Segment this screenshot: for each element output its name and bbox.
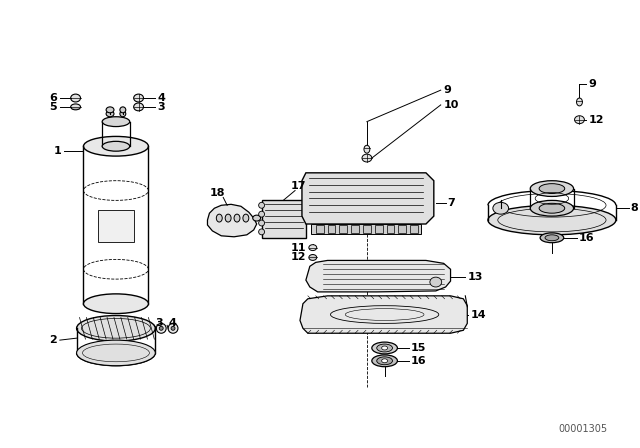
Text: 12: 12 <box>588 115 604 125</box>
Ellipse shape <box>381 359 388 363</box>
Bar <box>311 224 421 234</box>
Ellipse shape <box>106 107 114 113</box>
Ellipse shape <box>102 117 130 127</box>
Text: 7: 7 <box>447 198 455 208</box>
Bar <box>410 225 418 233</box>
Ellipse shape <box>259 211 264 217</box>
Text: 18: 18 <box>209 188 225 198</box>
Bar <box>351 225 359 233</box>
Text: 9: 9 <box>444 85 452 95</box>
Ellipse shape <box>362 154 372 162</box>
Polygon shape <box>300 296 467 333</box>
Ellipse shape <box>243 214 249 222</box>
Bar <box>363 225 371 233</box>
Ellipse shape <box>253 215 260 221</box>
Text: 2: 2 <box>49 335 57 345</box>
Text: 11: 11 <box>291 243 306 253</box>
Ellipse shape <box>377 357 392 365</box>
Bar <box>387 225 394 233</box>
Text: 8: 8 <box>630 203 638 213</box>
Polygon shape <box>207 204 257 237</box>
Ellipse shape <box>106 111 114 117</box>
Ellipse shape <box>531 181 573 196</box>
Text: 12: 12 <box>291 253 306 263</box>
Text: 17: 17 <box>291 181 306 190</box>
Ellipse shape <box>575 116 584 124</box>
Bar <box>328 225 335 233</box>
Bar <box>375 225 383 233</box>
Ellipse shape <box>216 214 222 222</box>
Ellipse shape <box>539 203 564 213</box>
Ellipse shape <box>372 355 397 367</box>
Text: 14: 14 <box>470 310 486 319</box>
Ellipse shape <box>545 235 559 241</box>
Ellipse shape <box>372 342 397 354</box>
Text: 3: 3 <box>157 102 165 112</box>
Ellipse shape <box>77 315 156 341</box>
Ellipse shape <box>577 98 582 106</box>
Ellipse shape <box>364 145 370 153</box>
Ellipse shape <box>120 111 126 117</box>
Ellipse shape <box>120 107 126 113</box>
Ellipse shape <box>171 326 175 330</box>
Text: 1: 1 <box>54 146 62 156</box>
Text: 15: 15 <box>411 343 427 353</box>
Text: 6: 6 <box>49 93 57 103</box>
Ellipse shape <box>134 94 143 102</box>
Ellipse shape <box>493 202 509 214</box>
Ellipse shape <box>259 220 264 226</box>
Ellipse shape <box>225 214 231 222</box>
Text: 4: 4 <box>157 93 165 103</box>
Ellipse shape <box>234 214 240 222</box>
Ellipse shape <box>539 184 564 194</box>
Ellipse shape <box>377 344 392 352</box>
Ellipse shape <box>309 254 317 260</box>
Ellipse shape <box>168 323 178 333</box>
Text: 10: 10 <box>444 100 459 110</box>
Polygon shape <box>306 260 451 292</box>
Text: 16: 16 <box>579 233 594 243</box>
Text: 5: 5 <box>49 102 57 112</box>
Ellipse shape <box>77 340 156 366</box>
Ellipse shape <box>381 346 388 350</box>
Ellipse shape <box>309 245 317 250</box>
Polygon shape <box>302 173 434 224</box>
Ellipse shape <box>488 205 616 235</box>
Text: 4: 4 <box>168 319 176 328</box>
Ellipse shape <box>83 294 148 314</box>
Polygon shape <box>262 200 306 238</box>
Text: 00001305: 00001305 <box>559 424 608 434</box>
Bar <box>398 225 406 233</box>
Text: 13: 13 <box>467 272 483 282</box>
Ellipse shape <box>70 94 81 102</box>
Ellipse shape <box>70 104 81 110</box>
Ellipse shape <box>83 136 148 156</box>
Text: 9: 9 <box>588 79 596 89</box>
Bar <box>98 210 134 242</box>
Ellipse shape <box>159 326 163 330</box>
Ellipse shape <box>531 200 573 216</box>
Ellipse shape <box>540 233 564 243</box>
Text: 16: 16 <box>411 356 427 366</box>
Ellipse shape <box>259 229 264 235</box>
Text: 3: 3 <box>156 319 163 328</box>
Bar <box>316 225 324 233</box>
Ellipse shape <box>102 141 130 151</box>
Bar <box>339 225 348 233</box>
Ellipse shape <box>134 103 143 111</box>
Ellipse shape <box>156 323 166 333</box>
Ellipse shape <box>430 277 442 287</box>
Ellipse shape <box>259 202 264 208</box>
